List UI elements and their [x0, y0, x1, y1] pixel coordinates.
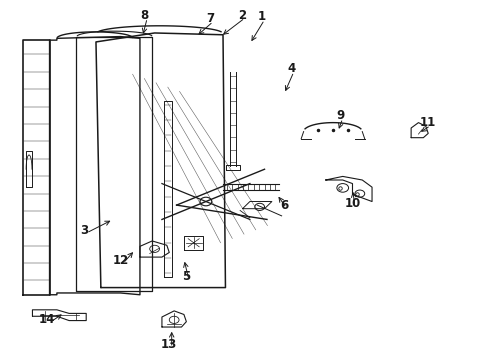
Text: 13: 13 — [161, 338, 177, 351]
Text: 3: 3 — [80, 224, 88, 237]
Text: 11: 11 — [420, 116, 437, 129]
Text: 4: 4 — [287, 62, 295, 75]
Text: 9: 9 — [336, 109, 344, 122]
Text: 8: 8 — [141, 9, 149, 22]
Text: 10: 10 — [344, 197, 361, 210]
Text: 7: 7 — [207, 12, 215, 25]
Text: 1: 1 — [258, 10, 266, 23]
Text: 12: 12 — [112, 254, 128, 267]
Text: 14: 14 — [39, 313, 55, 327]
Text: 5: 5 — [182, 270, 191, 283]
Text: 2: 2 — [239, 9, 246, 22]
Text: 6: 6 — [280, 199, 288, 212]
